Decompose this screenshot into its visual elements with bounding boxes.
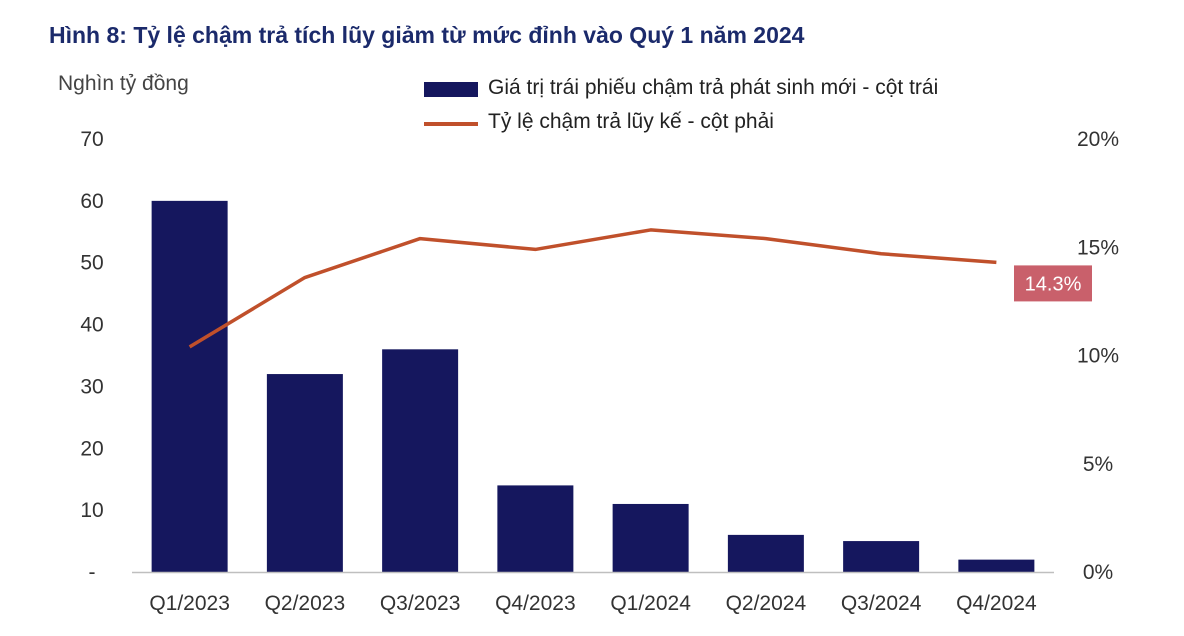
y-right-tick-label: 10% (1077, 345, 1119, 368)
y-left-tick-label: - (89, 561, 96, 584)
line-series (188, 228, 997, 349)
bar (382, 349, 459, 572)
x-tick-label: Q4/2024 (956, 592, 1037, 615)
y-left-tick-label: 20 (80, 437, 103, 460)
y-left-tick-label: 40 (80, 314, 103, 337)
y-left-tick-label: 10 (80, 499, 103, 522)
y-left-tick-label: 30 (80, 375, 103, 398)
x-tick-label: Q1/2023 (149, 592, 230, 615)
x-tick-label: Q2/2024 (726, 592, 807, 615)
x-tick-label: Q3/2024 (841, 592, 922, 615)
bar (843, 541, 920, 572)
x-tick-label: Q3/2023 (380, 592, 461, 615)
y-right-tick-label: 0% (1083, 561, 1113, 584)
bar (497, 485, 574, 572)
legend-swatch-line (424, 122, 478, 126)
legend-swatch-bar (424, 82, 478, 97)
value-callout-box (1014, 265, 1092, 302)
legend-label-bar: Giá trị trái phiếu chậm trả phát sinh mớ… (488, 76, 939, 99)
bar (727, 534, 804, 572)
y-left-tick-label: 60 (80, 190, 103, 213)
value-callout-label: 14.3% (1025, 273, 1082, 295)
bar (151, 200, 228, 572)
y-axis-label: Nghìn tỷ đồng (58, 72, 189, 95)
y-right-tick-label: 15% (1077, 236, 1119, 259)
chart-title: Hình 8: Tỷ lệ chậm trả tích lũy giảm từ … (49, 22, 805, 48)
legend-label-line: Tỷ lệ chậm trả lũy kế - cột phải (488, 110, 774, 133)
x-tick-label: Q2/2023 (265, 592, 346, 615)
y-left-tick-label: 50 (80, 252, 103, 275)
bar (958, 559, 1035, 572)
y-right-tick-label: 20% (1077, 128, 1119, 151)
y-left-tick-label: 70 (80, 128, 103, 151)
bar (612, 503, 689, 572)
bar (266, 374, 343, 572)
y-right-tick-label: 5% (1083, 453, 1113, 476)
x-tick-label: Q1/2024 (610, 592, 691, 615)
x-tick-label: Q4/2023 (495, 592, 576, 615)
